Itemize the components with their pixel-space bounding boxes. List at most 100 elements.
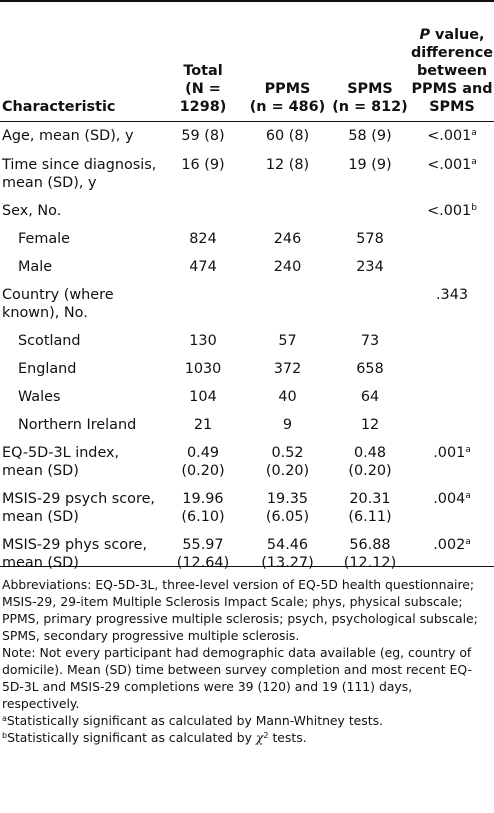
- row-label-line: England: [18, 360, 161, 378]
- footnote-marker: a: [465, 491, 471, 501]
- spms-cell-line: (12.12): [330, 554, 410, 572]
- spms-cell: 0.48 (0.20): [330, 440, 410, 486]
- table-row: MSIS-29 phys score, mean (SD) 55.97 (12.64)…: [0, 532, 494, 578]
- row-label-line: MSIS-29 psych score,: [2, 490, 161, 508]
- header-p-line5: SPMS: [410, 98, 494, 116]
- row-label: EQ-5D-3L index, mean (SD): [0, 440, 161, 486]
- ppms-cell: 0.52 (0.20): [245, 440, 330, 486]
- p-value-cell: [410, 384, 494, 412]
- footnote-marker: a: [465, 445, 471, 455]
- ppms-cell: 60 (8): [245, 120, 330, 152]
- table-row: Time since diagnosis, mean (SD), y 16 (9) 1…: [0, 152, 494, 198]
- header-p-line2: difference: [410, 44, 494, 62]
- table-top-rule: [0, 0, 494, 2]
- row-label-line: mean (SD): [2, 554, 161, 572]
- total-cell: 55.97 (12.64): [161, 532, 245, 578]
- row-label-line: Time since diagnosis,: [2, 156, 161, 174]
- header-p-value: P value, difference between PPMS and SPM…: [410, 4, 494, 120]
- table-row: Scotland 130 57 73: [0, 328, 494, 356]
- ppms-cell-line: 9: [245, 416, 330, 434]
- row-label-line: MSIS-29 phys score,: [2, 536, 161, 554]
- table-body: Age, mean (SD), y 59 (8) 60 (8) 58 (9) <.001…: [0, 120, 494, 578]
- row-label-line: Scotland: [18, 332, 161, 350]
- total-cell: 824: [161, 226, 245, 254]
- row-label: Female: [0, 226, 161, 254]
- ppms-cell: 57: [245, 328, 330, 356]
- spms-cell: 64: [330, 384, 410, 412]
- row-label: Country (where known), No.: [0, 282, 161, 328]
- ppms-cell-line: 240: [245, 258, 330, 276]
- footnote-a-text: Statistically significant as calculated …: [7, 713, 383, 728]
- spms-cell-line: 58 (9): [330, 127, 410, 145]
- ppms-cell: [245, 282, 330, 328]
- total-cell: [161, 282, 245, 328]
- ppms-cell-line: 19.35: [245, 490, 330, 508]
- row-label: England: [0, 356, 161, 384]
- total-cell-line: (12.64): [161, 554, 245, 572]
- p-value-cell: [410, 226, 494, 254]
- total-cell-line: 130: [161, 332, 245, 350]
- spms-cell-line: (0.20): [330, 462, 410, 480]
- p-value-cell: <.001b: [410, 198, 494, 226]
- total-cell-line: 0.49: [161, 444, 245, 462]
- footnote-b-text-end: tests.: [269, 730, 307, 745]
- ppms-cell-line: 60 (8): [245, 127, 330, 145]
- footnote-b-text: Statistically significant as calculated …: [7, 730, 256, 745]
- header-total-n: (N = 1298): [161, 80, 245, 116]
- ppms-cell-line: 12 (8): [245, 156, 330, 174]
- table-row: England 1030 372 658: [0, 356, 494, 384]
- p-value-cell: .002a: [410, 532, 494, 578]
- header-total: Total (N = 1298): [161, 4, 245, 120]
- total-cell: 16 (9): [161, 152, 245, 198]
- row-label: Sex, No.: [0, 198, 161, 226]
- spms-cell: 234: [330, 254, 410, 282]
- table-notes: Abbreviations: EQ-5D-3L, three-level ver…: [2, 576, 490, 746]
- abbreviations-note: Abbreviations: EQ-5D-3L, three-level ver…: [2, 576, 490, 644]
- total-cell-line: 16 (9): [161, 156, 245, 174]
- spms-cell: [330, 282, 410, 328]
- footnote-marker: a: [471, 157, 477, 167]
- header-ppms-label: PPMS: [245, 80, 330, 98]
- p-value-cell: .001a: [410, 440, 494, 486]
- table-row: Northern Ireland 21 9 12: [0, 412, 494, 440]
- p-value-cell: [410, 412, 494, 440]
- row-label-line: mean (SD): [2, 508, 161, 526]
- row-label-line: Female: [18, 230, 161, 248]
- p-value: .002: [433, 537, 465, 553]
- ppms-cell-line: (0.20): [245, 462, 330, 480]
- table-row: Wales 104 40 64: [0, 384, 494, 412]
- header-spms-n: (n = 812): [330, 98, 410, 116]
- total-cell-line: (6.10): [161, 508, 245, 526]
- ppms-cell-line: 372: [245, 360, 330, 378]
- total-cell: 21: [161, 412, 245, 440]
- p-value: .343: [436, 287, 468, 303]
- row-label: MSIS-29 psych score, mean (SD): [0, 486, 161, 532]
- ppms-cell: [245, 198, 330, 226]
- row-label-line: Wales: [18, 388, 161, 406]
- spms-cell: 73: [330, 328, 410, 356]
- row-label: Male: [0, 254, 161, 282]
- spms-cell-line: 20.31: [330, 490, 410, 508]
- row-label: Time since diagnosis, mean (SD), y: [0, 152, 161, 198]
- spms-cell: 12: [330, 412, 410, 440]
- ppms-cell: 54.46 (13.27): [245, 532, 330, 578]
- ppms-cell-line: 0.52: [245, 444, 330, 462]
- spms-cell-line: 19 (9): [330, 156, 410, 174]
- ppms-cell: 12 (8): [245, 152, 330, 198]
- total-cell: 1030: [161, 356, 245, 384]
- row-label-line: Northern Ireland: [18, 416, 161, 434]
- ppms-cell: 40: [245, 384, 330, 412]
- header-p-italic: P: [419, 27, 430, 43]
- spms-cell-line: 73: [330, 332, 410, 350]
- total-cell-line: 474: [161, 258, 245, 276]
- spms-cell-line: 64: [330, 388, 410, 406]
- total-cell-line: 55.97: [161, 536, 245, 554]
- header-characteristic-label: Characteristic: [2, 99, 115, 115]
- footnote-marker: a: [465, 537, 471, 547]
- ppms-cell: 240: [245, 254, 330, 282]
- row-label: MSIS-29 phys score, mean (SD): [0, 532, 161, 578]
- row-label-line: Male: [18, 258, 161, 276]
- header-ppms-n: (n = 486): [245, 98, 330, 116]
- p-value: <.001: [427, 203, 471, 219]
